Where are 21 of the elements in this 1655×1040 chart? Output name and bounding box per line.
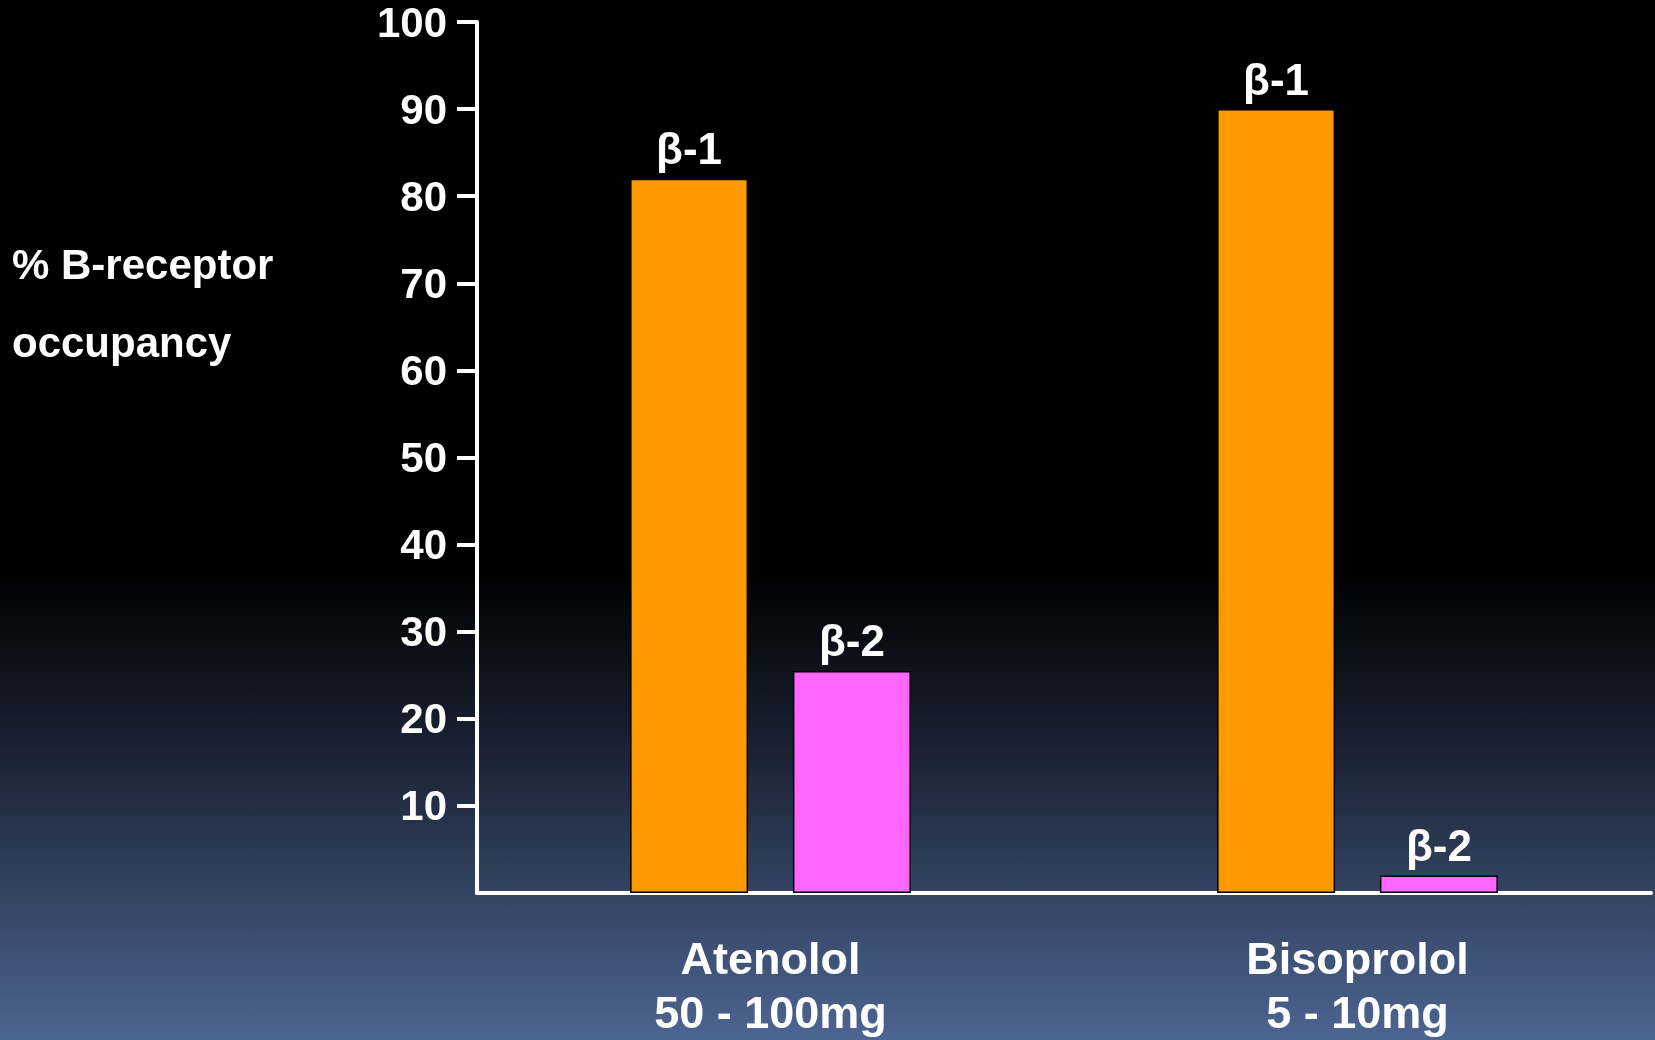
y-tick-label: 90: [400, 85, 447, 133]
y-tick-label: 80: [400, 172, 447, 220]
y-tick-label: 70: [400, 259, 447, 307]
bar: [1217, 109, 1336, 893]
text: β-2: [1405, 821, 1472, 871]
bar: [792, 670, 911, 893]
series-label: β-2: [818, 616, 885, 666]
y-tick-label: 40: [400, 521, 447, 569]
text: β-1: [1243, 54, 1310, 104]
y-axis-title: % B-receptor occupancy: [12, 240, 274, 366]
y-tick-label: 100: [376, 0, 447, 46]
bar: [630, 178, 749, 893]
series-label: β-1: [656, 124, 723, 174]
y-tick-label: 20: [400, 695, 447, 743]
y-tick-label: 30: [400, 608, 447, 656]
bar: [1379, 875, 1498, 893]
y-tick-label: 10: [400, 782, 447, 830]
y-tick-label: 50: [400, 434, 447, 481]
y-tick-label: 60: [400, 346, 447, 394]
x-tick-label: Bisoprolol 5 - 10mg: [1246, 932, 1469, 1038]
x-tick-label: Atenolol 50 - 100mg: [654, 932, 887, 1038]
